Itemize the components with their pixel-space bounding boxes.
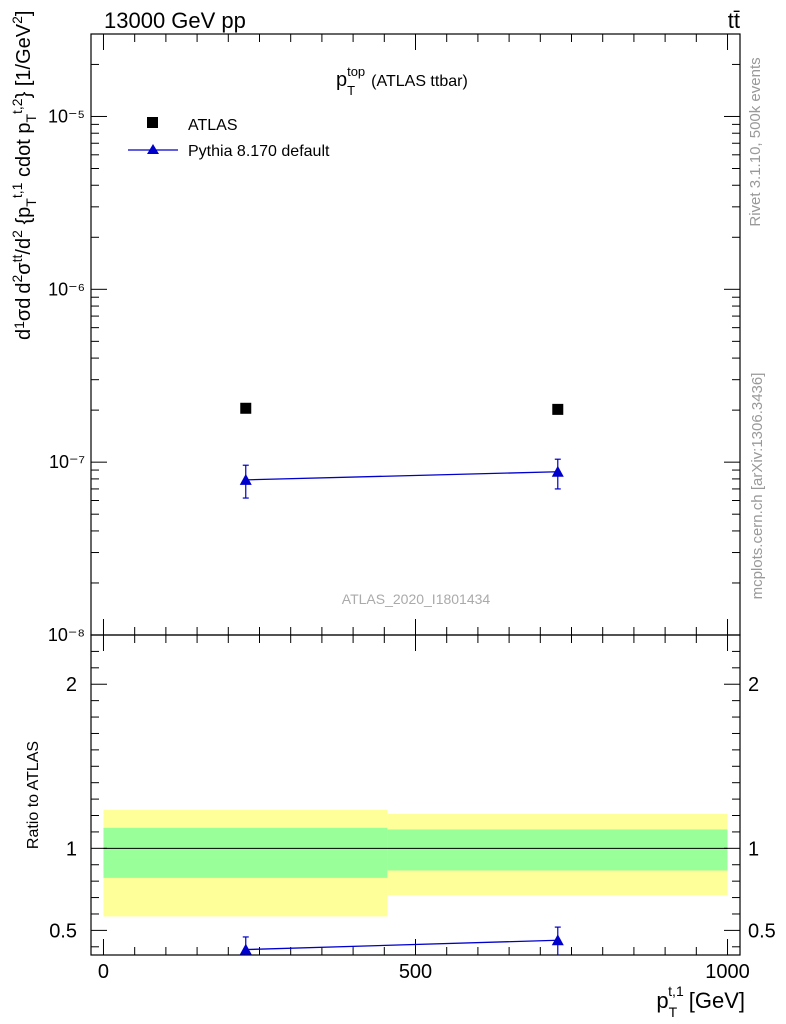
ratio-tick-labels: 0.5 0.5 1 1 2 2 0 500 1000	[49, 674, 776, 983]
energy-label: 13000 GeV pp	[104, 8, 246, 33]
ratio-y-tick-label-right: 1	[748, 838, 759, 860]
legend-atlas-marker	[147, 117, 158, 128]
pythia-data-point	[239, 473, 252, 485]
ratio-y-tick-label-right: 2	[748, 674, 759, 696]
atlas-data-point	[240, 402, 252, 414]
main-panel-data	[239, 402, 564, 499]
main-panel: 10⁻⁵ 10⁻⁶ 10⁻⁷ 10⁻⁸ pTtop(ATLAS ttbar) ATLA…	[48, 33, 741, 645]
ratio-panel-ticks	[91, 634, 740, 955]
ratio-y-tick-label-right: 0.5	[748, 920, 776, 942]
analysis-watermark: ATLAS_2020_I1801434	[342, 591, 491, 607]
ratio-y-axis-label: Ratio to ATLAS	[25, 741, 42, 849]
ratio-pythia-point	[239, 943, 252, 955]
atlas-data-point	[552, 403, 564, 415]
x-tick-label: 500	[399, 961, 432, 983]
legend-pythia-marker	[147, 144, 159, 154]
ratio-panel: 0.5 0.5 1 1 2 2 0 500 1000	[49, 634, 776, 983]
legend-pythia-label: Pythia 8.170 default	[188, 143, 330, 160]
green-band	[387, 829, 728, 871]
uncertainty-bands	[103, 809, 728, 917]
ratio-y-tick-label-left: 0.5	[49, 920, 77, 942]
y-tick-label: 10⁻⁵	[48, 106, 85, 126]
ratio-pythia-point	[551, 934, 564, 946]
ratio-y-tick-label-left: 1	[66, 838, 77, 860]
main-y-tick-labels: 10⁻⁵ 10⁻⁶ 10⁻⁷ 10⁻⁸	[48, 106, 85, 645]
ratio-pythia-line	[245, 939, 558, 951]
y-tick-label: 10⁻⁸	[48, 625, 85, 645]
x-axis-label: pTt,1 [GeV]	[656, 983, 745, 1020]
main-y-axis-label: d1σdd2σtt/d2 {pTt,1 cdot pTt,2} [1/GeV2]	[9, 11, 39, 340]
legend: ATLAS Pythia 8.170 default	[128, 117, 330, 160]
pythia-line	[245, 471, 558, 481]
pythia-data-point	[551, 465, 564, 477]
green-band	[103, 827, 388, 878]
process-label: tt̄	[728, 8, 740, 33]
y-tick-label: 10⁻⁷	[49, 452, 85, 472]
rivet-label: Rivet 3.1.10, 500k events	[747, 57, 764, 226]
mcplots-label: mcplots.cern.ch [arXiv:1306.3436]	[749, 373, 766, 600]
plot-title: pTtop(ATLAS ttbar)	[336, 64, 468, 98]
y-tick-label: 10⁻⁶	[48, 279, 85, 299]
legend-atlas-label: ATLAS	[188, 117, 238, 134]
x-tick-label: 1000	[705, 961, 750, 983]
main-panel-ticks	[91, 34, 740, 636]
ratio-panel-data	[239, 926, 564, 955]
ratio-y-tick-label-left: 2	[66, 674, 77, 696]
x-tick-label: 0	[98, 961, 109, 983]
